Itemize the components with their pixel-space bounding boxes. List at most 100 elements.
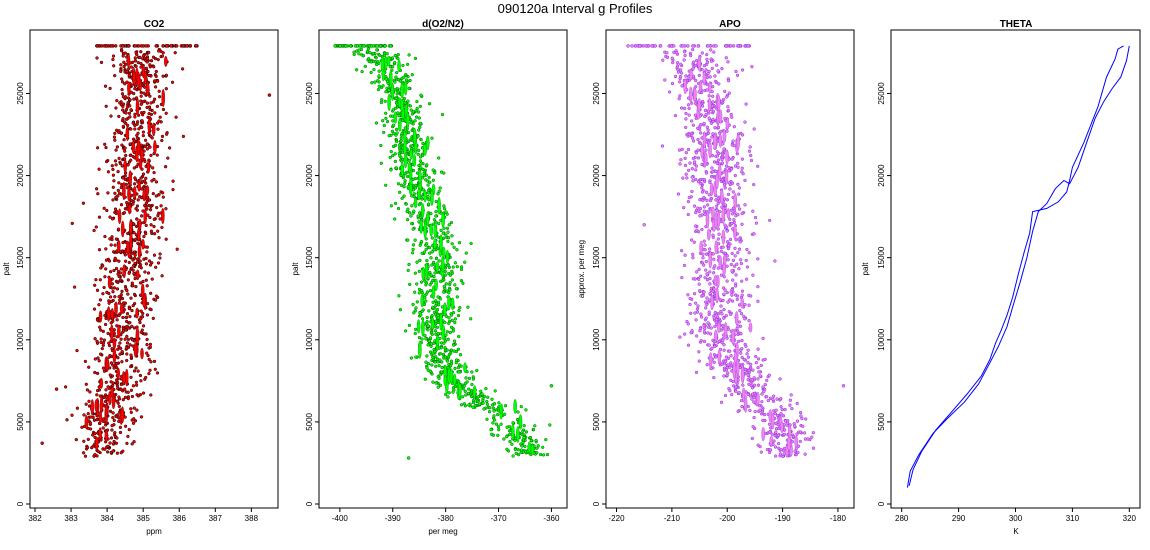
apo-point <box>691 139 696 143</box>
o2n2-point <box>435 325 440 330</box>
o2n2-point <box>482 394 487 399</box>
o2n2-xtick-label: -380 <box>438 514 455 523</box>
apo-point <box>735 262 739 266</box>
o2n2-point <box>505 447 509 451</box>
apo-point <box>788 398 793 402</box>
apo-cluster <box>731 328 735 345</box>
co2-point <box>132 271 136 276</box>
co2-point <box>155 104 160 109</box>
apo-point <box>665 55 670 60</box>
apo-point <box>737 192 741 196</box>
apo-point <box>726 108 731 113</box>
o2n2-point <box>505 435 509 439</box>
o2n2-point <box>461 395 465 399</box>
o2n2-cluster <box>449 368 454 385</box>
apo-point <box>680 84 684 88</box>
apo-point <box>691 123 696 127</box>
co2-point <box>133 59 138 63</box>
co2-top-point <box>161 44 165 48</box>
co2-cluster <box>146 160 151 174</box>
o2n2-cluster <box>516 426 520 443</box>
co2-point <box>63 385 68 389</box>
o2n2-point <box>387 134 391 138</box>
o2n2-cluster <box>439 234 443 253</box>
o2n2-point <box>437 364 441 368</box>
co2-cluster <box>138 218 142 230</box>
co2-point <box>136 60 140 65</box>
co2-point <box>144 256 148 261</box>
apo-outlier <box>841 384 846 388</box>
apo-point <box>740 211 744 216</box>
o2n2-point <box>411 302 415 307</box>
co2-point <box>85 388 90 392</box>
apo-point <box>737 390 741 395</box>
o2n2-point <box>488 406 492 410</box>
co2-point <box>129 407 133 411</box>
o2n2-point <box>499 422 503 426</box>
o2n2-top-point <box>362 44 366 48</box>
co2-point <box>155 79 160 83</box>
apo-point <box>731 139 735 143</box>
o2n2-point <box>422 173 426 178</box>
o2n2-point <box>494 422 499 426</box>
o2n2-point <box>449 325 454 329</box>
apo-cluster <box>697 56 702 72</box>
co2-cluster <box>117 208 122 225</box>
co2-point <box>141 100 145 104</box>
apo-point <box>720 66 724 71</box>
apo-point <box>715 63 719 67</box>
o2n2-point <box>419 280 424 284</box>
co2-point <box>139 309 143 313</box>
co2-top-point <box>104 44 109 48</box>
o2n2-point <box>464 393 468 397</box>
apo-point <box>747 303 751 307</box>
o2n2-point <box>471 377 476 381</box>
co2-point <box>125 312 130 316</box>
co2-point <box>135 122 139 126</box>
o2n2-point <box>438 383 443 387</box>
apo-point <box>702 209 706 213</box>
apo-point <box>705 363 709 367</box>
apo-point <box>732 264 737 268</box>
co2-point <box>150 179 154 183</box>
co2-point <box>97 215 102 219</box>
co2-cluster <box>125 126 130 141</box>
apo-point <box>737 207 742 211</box>
co2-point <box>180 67 185 71</box>
co2-point <box>117 301 122 305</box>
co2-cluster <box>161 89 165 107</box>
apo-point <box>711 271 716 275</box>
o2n2-point <box>467 376 472 381</box>
co2-point <box>120 143 124 147</box>
co2-point <box>117 313 121 318</box>
o2n2-point <box>424 247 428 251</box>
o2n2-top-point <box>353 44 358 48</box>
apo-point <box>767 422 772 426</box>
o2n2-point <box>545 452 550 457</box>
apo-point <box>782 448 786 453</box>
co2-point <box>118 101 122 105</box>
apo-point <box>711 119 715 124</box>
co2-point <box>104 247 108 251</box>
apo-point <box>715 208 719 212</box>
o2n2-cluster <box>445 249 450 264</box>
co2-xtick-label: 388 <box>245 514 259 523</box>
o2n2-panel: d(O2/N2) -400 -390 -380 -370 -360 0500010000… <box>291 19 568 536</box>
apo-point <box>697 359 701 363</box>
o2n2-point <box>406 99 410 103</box>
o2n2-point <box>450 271 454 275</box>
co2-point <box>103 234 107 239</box>
apo-point <box>738 240 742 244</box>
o2n2-point <box>418 258 422 263</box>
co2-point <box>122 64 126 69</box>
o2n2-cluster <box>419 218 423 234</box>
apo-point <box>690 329 694 333</box>
o2n2-point <box>424 178 428 182</box>
co2-point <box>114 148 118 152</box>
apo-point <box>702 239 706 243</box>
apo-point <box>783 428 787 432</box>
o2n2-point <box>416 110 421 114</box>
apo-point <box>740 157 745 161</box>
o2n2-point <box>411 110 415 114</box>
co2-point <box>120 296 125 301</box>
